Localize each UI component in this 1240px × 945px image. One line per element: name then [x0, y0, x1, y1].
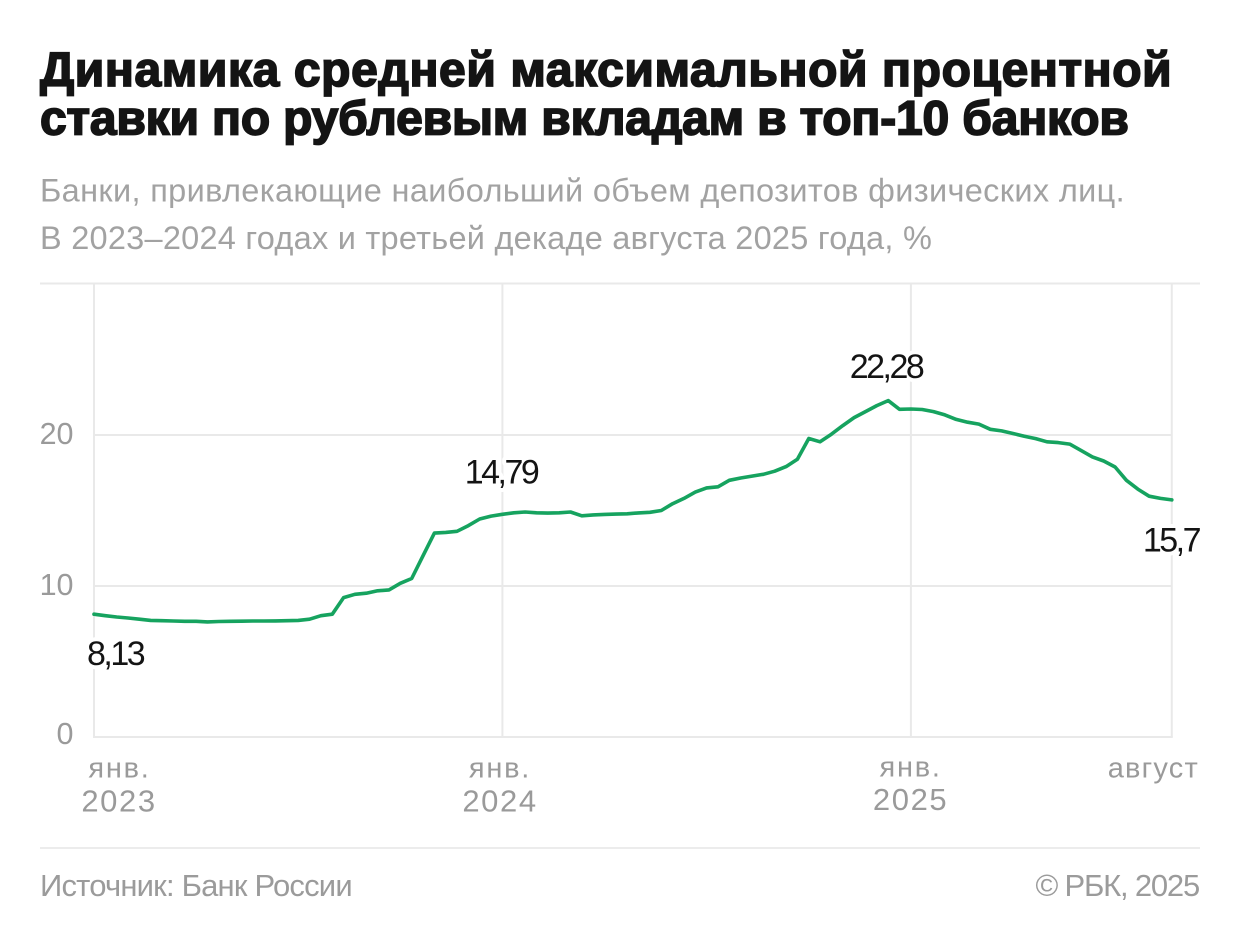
svg-text:Источник: Банк России: Источник: Банк России	[40, 868, 352, 903]
svg-text:2024: 2024	[462, 783, 537, 818]
svg-text:янв.: янв.	[469, 753, 531, 785]
svg-text:август: август	[1108, 753, 1199, 785]
svg-text:10: 10	[40, 568, 74, 602]
svg-text:15,7: 15,7	[1143, 522, 1201, 560]
svg-text:© РБК, 2025: © РБК, 2025	[1035, 868, 1199, 903]
svg-text:2023: 2023	[81, 783, 156, 818]
svg-text:В 2023–2024 годах и третьей де: В 2023–2024 годах и третьей декаде авгус…	[40, 220, 932, 256]
svg-text:20: 20	[40, 417, 74, 451]
svg-text:ставки по рублевым вкладам в т: ставки по рублевым вкладам в топ-10 банк…	[40, 93, 1129, 146]
svg-text:Динамика средней максимальной: Динамика средней максимальной процентной	[40, 44, 1172, 97]
svg-text:янв.: янв.	[88, 753, 150, 785]
svg-text:0: 0	[57, 717, 74, 751]
svg-text:янв.: янв.	[880, 752, 942, 784]
svg-text:2025: 2025	[873, 782, 948, 817]
svg-text:Банки, привлекающие наибольший: Банки, привлекающие наибольший объем деп…	[40, 173, 1125, 209]
svg-text:8,13: 8,13	[87, 635, 145, 673]
svg-text:22,28: 22,28	[850, 348, 924, 386]
svg-text:14,79: 14,79	[465, 454, 539, 492]
